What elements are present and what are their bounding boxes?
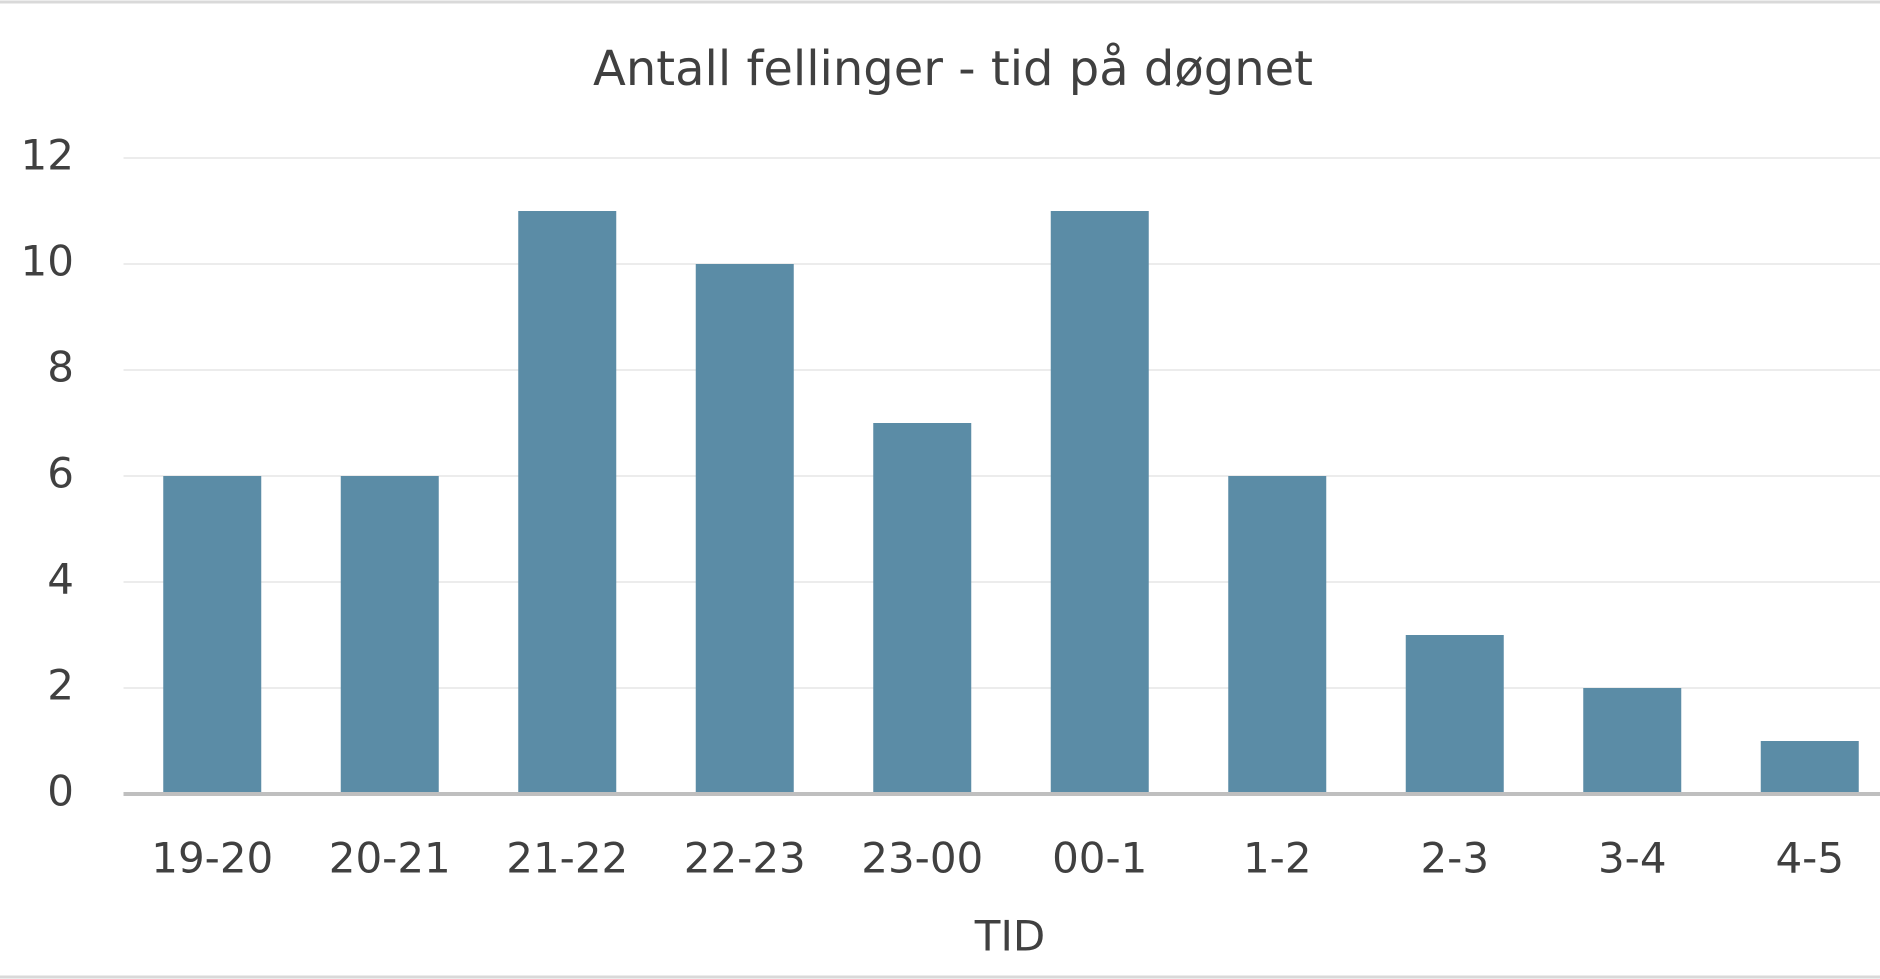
y-tick-label: 10 (21, 237, 74, 286)
x-tick-label: 4-5 (1775, 834, 1844, 883)
bar (340, 476, 439, 794)
bar (1760, 741, 1859, 794)
y-tick-label: 4 (47, 555, 74, 604)
x-tick-label: 2-3 (1420, 834, 1489, 883)
bar (1050, 211, 1149, 794)
x-axis-title: TID (974, 912, 1045, 961)
y-tick-label: 0 (47, 767, 74, 816)
bar (1583, 688, 1682, 794)
x-tick-label: 20-21 (329, 834, 451, 883)
bar (163, 476, 262, 794)
x-tick-label: 19-20 (151, 834, 273, 883)
bar (695, 264, 794, 794)
x-tick-label: 21-22 (506, 834, 628, 883)
bar (1228, 476, 1327, 794)
chart-title: Antall fellinger - tid på døgnet (593, 41, 1313, 97)
bar (873, 423, 972, 794)
y-tick-label: 6 (47, 449, 74, 498)
y-tick-label: 2 (47, 661, 74, 710)
x-tick-label: 22-23 (684, 834, 806, 883)
x-tick-label: 00-1 (1052, 834, 1147, 883)
bar (1405, 635, 1504, 794)
x-tick-label: 1-2 (1243, 834, 1312, 883)
x-tick-label: 23-00 (861, 834, 983, 883)
y-tick-label: 8 (47, 343, 74, 392)
y-tick-label: 12 (21, 131, 74, 180)
x-tick-label: 3-4 (1598, 834, 1667, 883)
bar (518, 211, 617, 794)
